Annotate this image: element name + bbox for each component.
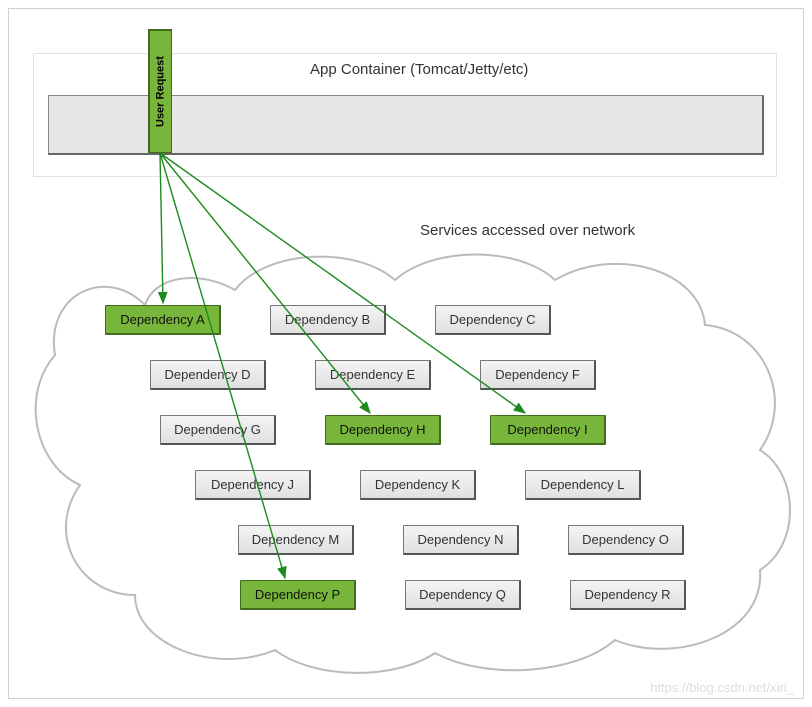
dependency-o: Dependency O <box>568 525 684 555</box>
dependency-j: Dependency J <box>195 470 311 500</box>
dependency-label: Dependency I <box>507 422 587 437</box>
dependency-label: Dependency K <box>375 477 460 492</box>
dependency-a: Dependency A <box>105 305 221 335</box>
dependency-n: Dependency N <box>403 525 519 555</box>
dependency-i: Dependency I <box>490 415 606 445</box>
dependency-d: Dependency D <box>150 360 266 390</box>
dependency-label: Dependency N <box>418 532 504 547</box>
dependency-q: Dependency Q <box>405 580 521 610</box>
dependency-label: Dependency G <box>174 422 261 437</box>
dependency-l: Dependency L <box>525 470 641 500</box>
dependency-label: Dependency R <box>585 587 671 602</box>
dependency-f: Dependency F <box>480 360 596 390</box>
user-request-box: User Request <box>148 29 172 153</box>
dependency-label: Dependency L <box>541 477 625 492</box>
dependency-label: Dependency F <box>495 367 580 382</box>
dependency-label: Dependency D <box>165 367 251 382</box>
dependency-e: Dependency E <box>315 360 431 390</box>
dependency-label: Dependency P <box>255 587 340 602</box>
dependency-k: Dependency K <box>360 470 476 500</box>
dependency-g: Dependency G <box>160 415 276 445</box>
dependency-label: Dependency J <box>211 477 294 492</box>
watermark: https://blog.csdn.net/xiri_ <box>650 680 794 695</box>
dependency-label: Dependency A <box>120 312 205 327</box>
dependency-label: Dependency B <box>285 312 370 327</box>
dependency-label: Dependency Q <box>419 587 506 602</box>
dependency-label: Dependency E <box>330 367 415 382</box>
dependency-m: Dependency M <box>238 525 354 555</box>
dependency-c: Dependency C <box>435 305 551 335</box>
dependency-label: Dependency C <box>450 312 536 327</box>
user-request-label: User Request <box>155 56 167 127</box>
container-title: App Container (Tomcat/Jetty/etc) <box>310 61 528 78</box>
dependency-label: Dependency H <box>340 422 426 437</box>
dependency-label: Dependency M <box>252 532 339 547</box>
network-subtitle: Services accessed over network <box>420 222 635 239</box>
dependency-h: Dependency H <box>325 415 441 445</box>
dependency-r: Dependency R <box>570 580 686 610</box>
dependency-b: Dependency B <box>270 305 386 335</box>
dependency-p: Dependency P <box>240 580 356 610</box>
dependency-label: Dependency O <box>582 532 669 547</box>
